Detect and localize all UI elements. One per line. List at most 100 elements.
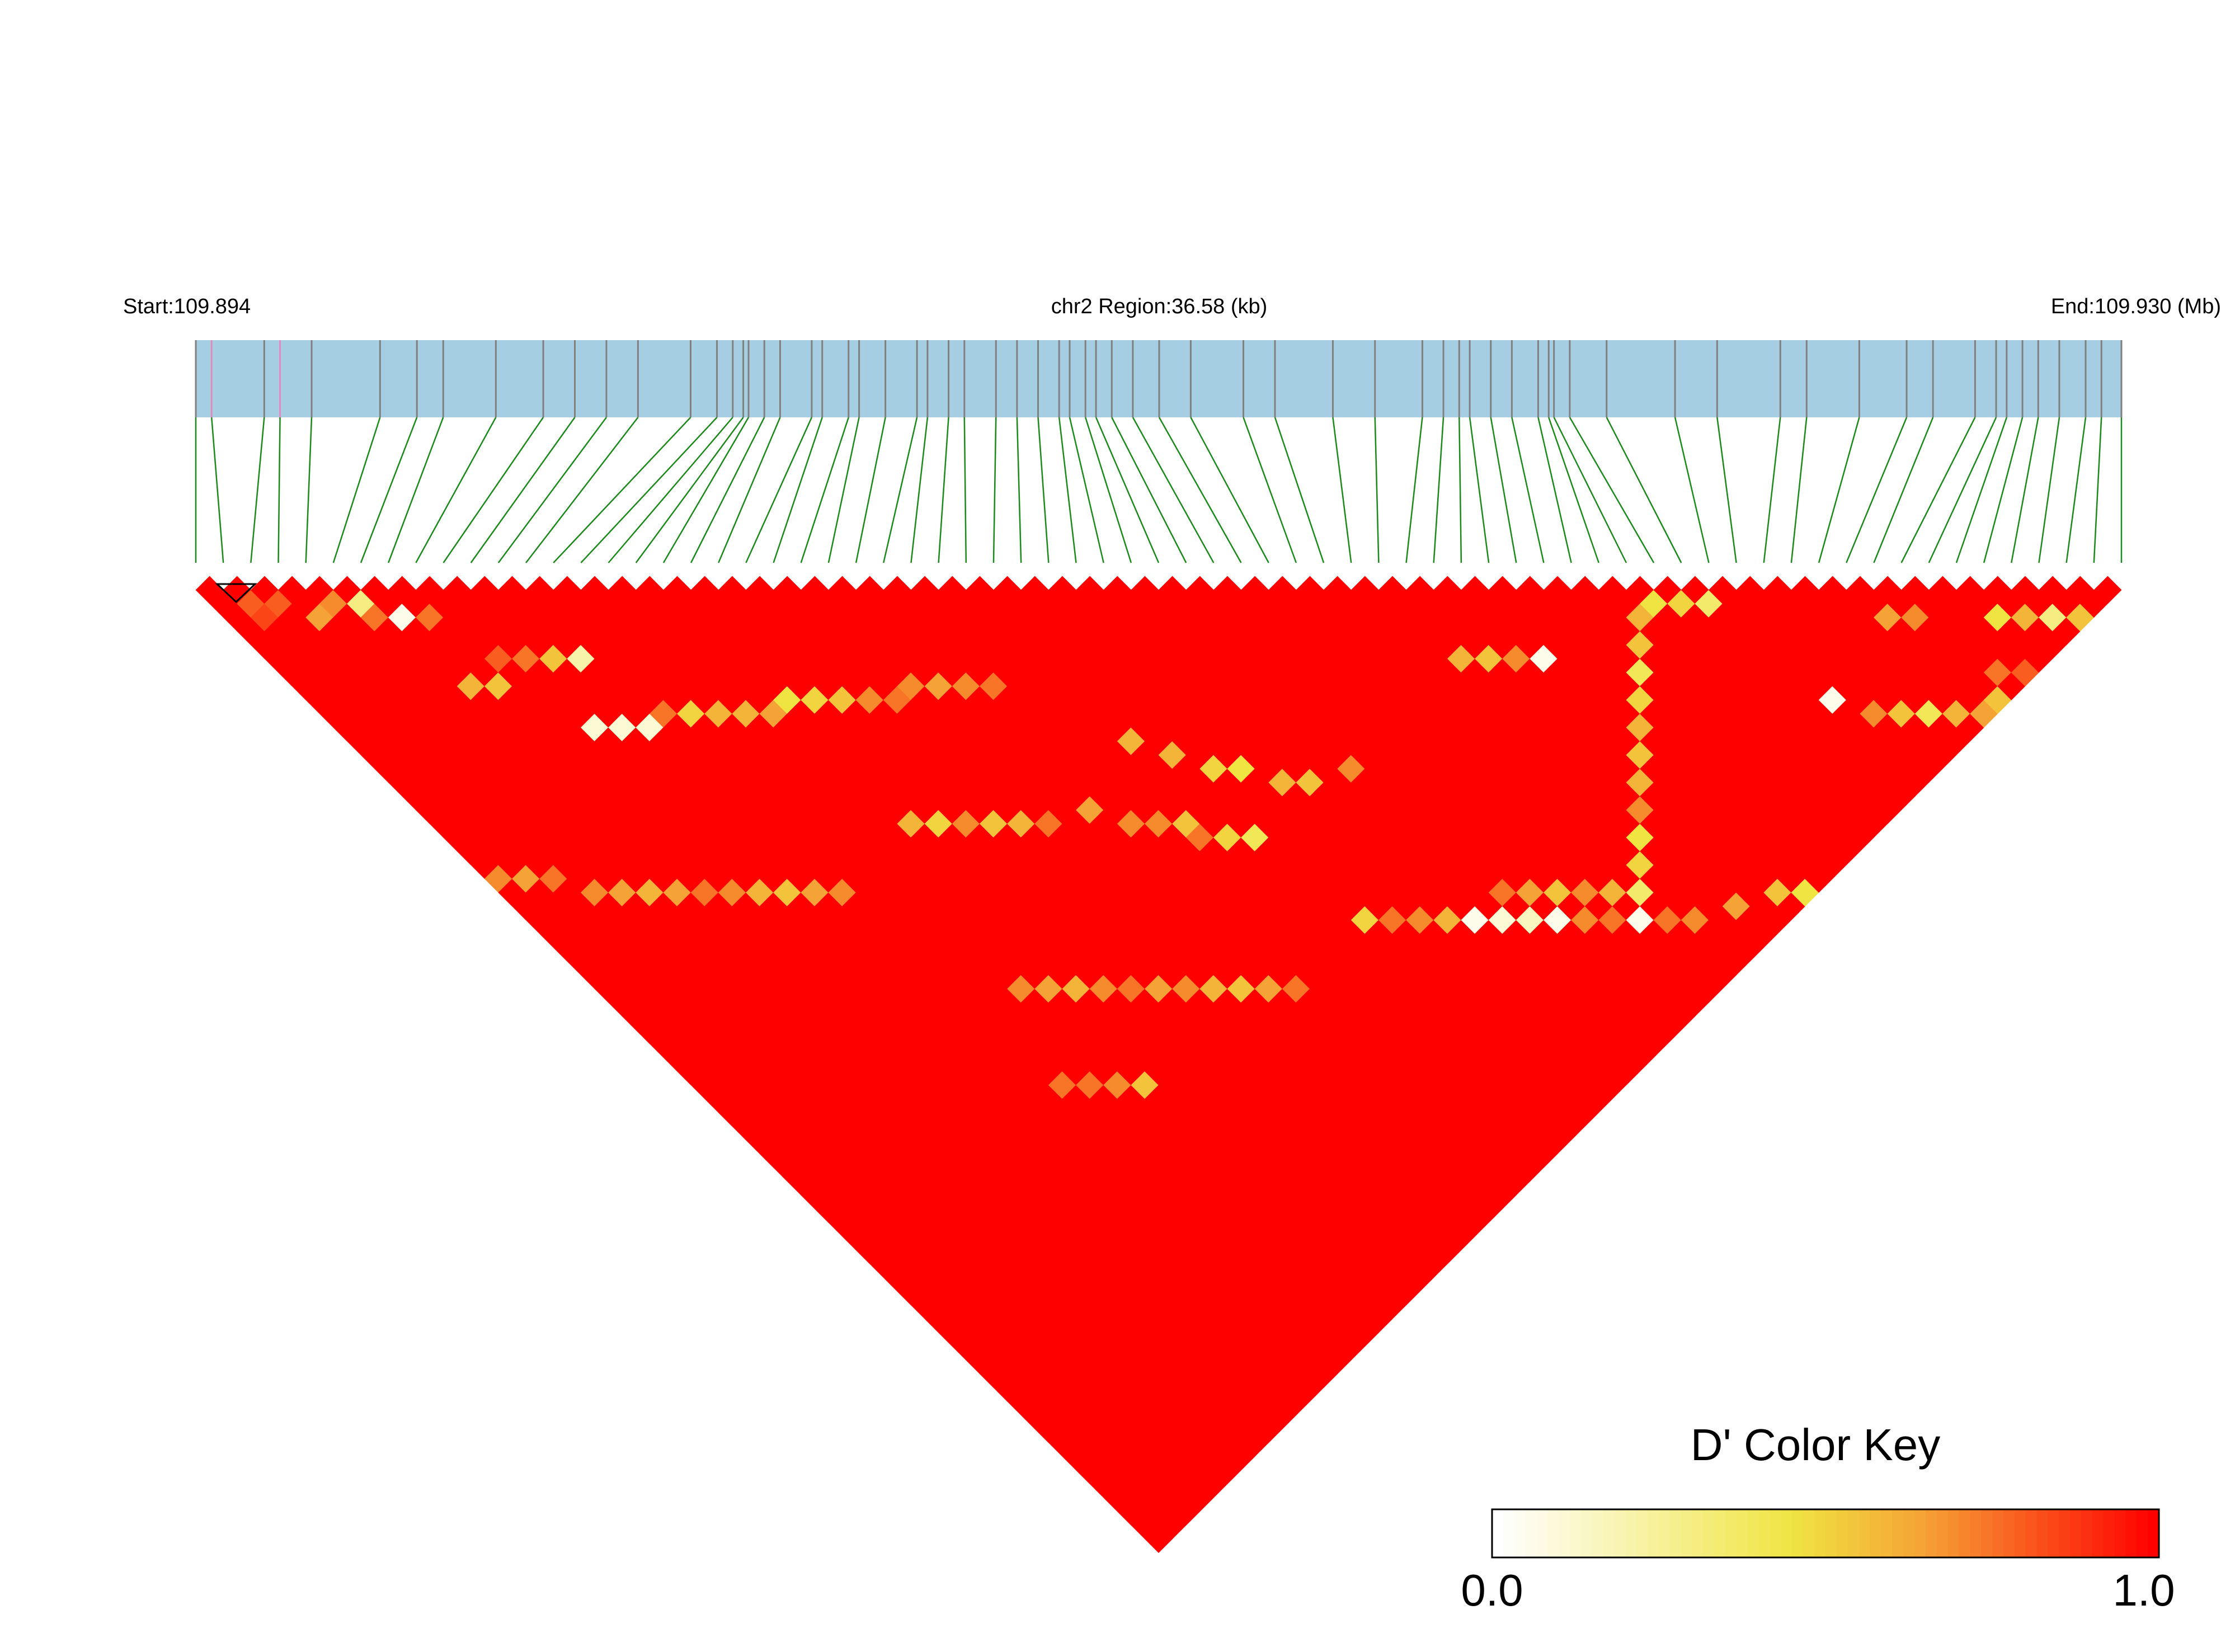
color-key: D' Color Key 0.0 1.0 — [1461, 1420, 2175, 1615]
snp-connector — [1158, 417, 1242, 563]
snp-connector — [1132, 417, 1215, 563]
color-key-cell — [1725, 1509, 1737, 1557]
color-key-gradient — [1492, 1509, 2159, 1557]
color-key-cell — [1792, 1509, 1804, 1557]
snp-connector — [1955, 417, 2008, 563]
snp-connector — [1490, 417, 1517, 563]
color-key-cell — [1681, 1509, 1693, 1557]
snp-connector — [1190, 417, 1269, 563]
snp-connector — [305, 417, 313, 563]
snp-connector — [718, 417, 781, 563]
color-key-cell — [2081, 1509, 2093, 1557]
snp-connector — [1016, 417, 1022, 563]
color-key-cell — [2070, 1509, 2082, 1557]
snp-connector — [2038, 417, 2060, 563]
snp-connector — [2093, 417, 2102, 563]
color-key-cell — [2048, 1509, 2059, 1557]
color-key-cell — [2014, 1509, 2026, 1557]
snp-connector — [580, 417, 718, 563]
color-key-cell — [1669, 1509, 1682, 1557]
snp-connector — [1095, 417, 1160, 563]
selected-snp-marker[interactable] — [215, 583, 257, 604]
color-key-cell — [1614, 1509, 1626, 1557]
color-key-cell — [2059, 1509, 2071, 1557]
snp-connector — [1511, 417, 1545, 563]
color-key-cell — [1870, 1509, 1881, 1557]
color-key-cell — [1936, 1509, 1949, 1557]
color-key-cell — [1559, 1509, 1570, 1557]
snp-connector — [1983, 417, 2024, 563]
snp-connector — [360, 417, 418, 563]
color-key-cell — [1536, 1509, 1548, 1557]
region-track — [195, 340, 2123, 417]
color-key-cell — [2103, 1509, 2115, 1557]
snp-connector — [855, 417, 886, 563]
snp-connector — [1846, 417, 1908, 563]
snp-connector — [388, 417, 444, 563]
color-key-cell — [1925, 1509, 1937, 1557]
color-key-cell — [1737, 1509, 1748, 1557]
snp-connector — [690, 417, 765, 563]
snp-connector — [332, 417, 381, 563]
snp-connector — [1469, 417, 1490, 563]
snp-connector — [1928, 417, 1997, 563]
snp-connector — [470, 417, 576, 563]
snp-connector — [745, 417, 813, 563]
color-key-cell — [1814, 1509, 1826, 1557]
snp-connector — [1433, 417, 1444, 563]
snp-connector — [1537, 417, 1572, 563]
color-key-cell — [2137, 1509, 2148, 1557]
snp-connector — [883, 417, 918, 563]
color-key-cell — [1770, 1509, 1782, 1557]
color-key-cell — [1959, 1509, 1970, 1557]
color-key-cell — [1625, 1509, 1637, 1557]
ld-cell — [2093, 576, 2122, 604]
color-key-cell — [1514, 1509, 1526, 1557]
snp-connector — [800, 417, 849, 563]
color-key-cell — [1758, 1509, 1771, 1557]
snp-connector — [1763, 417, 1781, 563]
color-key-cell — [1825, 1509, 1837, 1557]
color-key-cell — [1947, 1509, 1959, 1557]
snp-connector — [1900, 417, 1976, 563]
snp-connector — [210, 417, 224, 563]
color-key-cell — [1881, 1509, 1893, 1557]
color-key-cell — [1847, 1509, 1860, 1557]
snp-connector — [1569, 417, 1655, 563]
snp-connector — [1274, 417, 1325, 563]
snp-connector — [1716, 417, 1737, 563]
region-end-label: End:109.930 (Mb) — [2051, 295, 2221, 318]
snp-connector — [963, 417, 967, 563]
snp-connector — [662, 417, 750, 563]
snp-connector — [1790, 417, 1808, 563]
snp-connector — [608, 417, 733, 563]
snp-connector — [1458, 417, 1462, 563]
snp-connector — [1606, 417, 1682, 563]
color-key-cell — [1892, 1509, 1904, 1557]
snp-connector — [1553, 417, 1627, 563]
color-key-cell — [1970, 1509, 1982, 1557]
ld-triangle — [195, 576, 2122, 1554]
color-key-max-label: 1.0 — [2112, 1565, 2175, 1615]
snp-connector — [1332, 417, 1352, 563]
color-key-cell — [1858, 1509, 1871, 1557]
color-key-cell — [2114, 1509, 2126, 1557]
color-key-cell — [1914, 1509, 1926, 1557]
color-key-cell — [1636, 1509, 1648, 1557]
color-key-cell — [1692, 1509, 1704, 1557]
snp-connector — [2065, 417, 2087, 563]
color-key-cell — [2092, 1509, 2104, 1557]
color-key-title: D' Color Key — [1691, 1420, 1941, 1470]
color-key-cell — [1503, 1509, 1515, 1557]
snp-connector — [1058, 417, 1077, 563]
snp-connector — [1111, 417, 1187, 563]
color-key-cell — [1836, 1509, 1848, 1557]
region-title: chr2 Region:36.58 (kb) — [1051, 295, 1268, 318]
snp-connector — [1405, 417, 1423, 563]
snp-connector — [1085, 417, 1132, 563]
snp-connector — [553, 417, 691, 563]
color-key-cell — [1747, 1509, 1759, 1557]
color-key-cell — [1781, 1509, 1792, 1557]
snp-connector — [1674, 417, 1710, 563]
